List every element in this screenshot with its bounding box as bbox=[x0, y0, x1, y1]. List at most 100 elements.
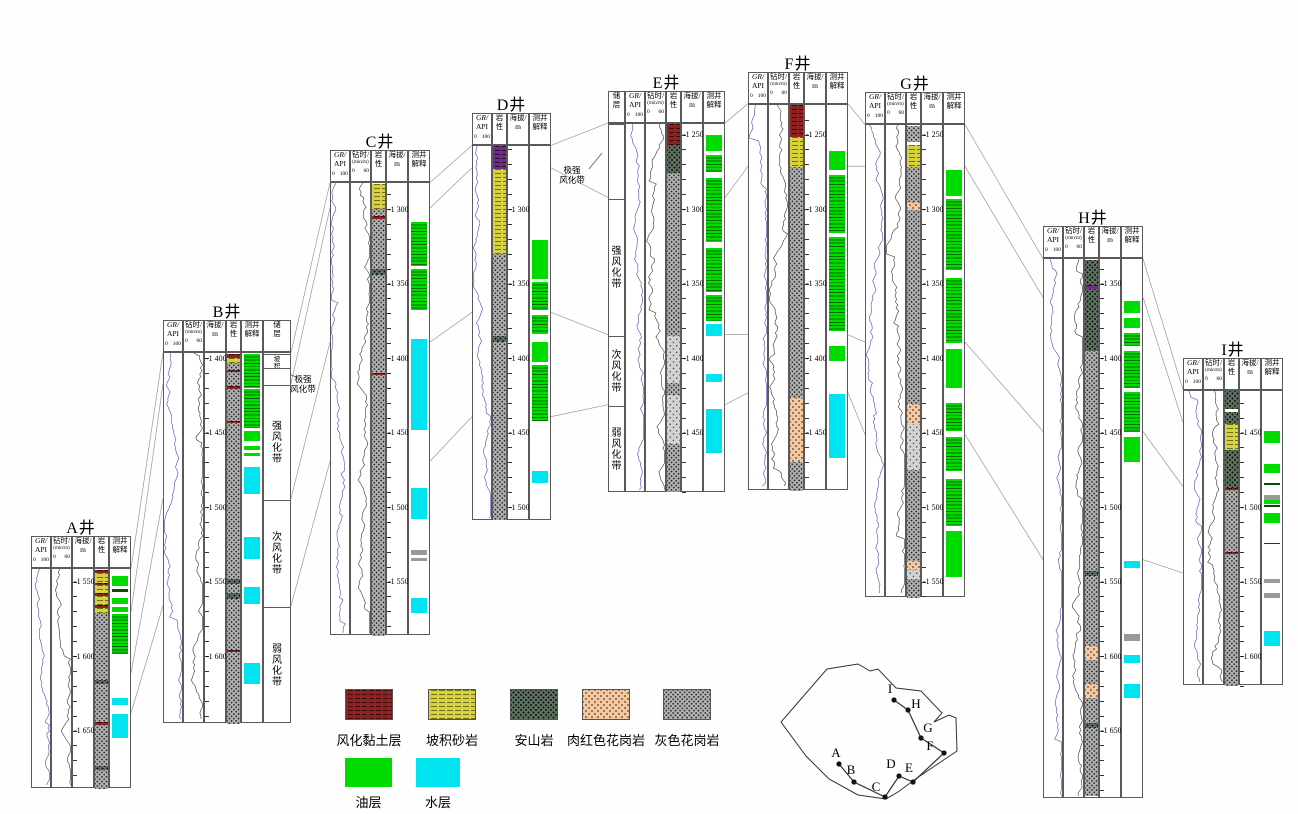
elevation-tick bbox=[1100, 283, 1104, 285]
elevation-label: -1 300 bbox=[806, 204, 827, 214]
interpretation-block-o bbox=[1264, 463, 1280, 473]
elevation-tick bbox=[387, 611, 391, 613]
header-line2: API bbox=[1186, 366, 1200, 376]
column-header-elev: 海拔/m bbox=[386, 150, 408, 182]
elevation-tick bbox=[387, 253, 391, 255]
header-line1: 钻时/ bbox=[52, 536, 71, 545]
header-line2: 解释 bbox=[411, 158, 427, 168]
interpretation-block-wt bbox=[411, 338, 427, 430]
lithology-interval-g bbox=[907, 125, 920, 142]
elevation-label: -1 300 bbox=[683, 204, 704, 214]
scale-max: 60 bbox=[1216, 376, 1223, 382]
elevation-tick bbox=[205, 626, 209, 628]
map-well-dot-I bbox=[891, 697, 897, 703]
track-column-elev-I: -1 450 -1 500 -1 550 -1 600 bbox=[1239, 390, 1262, 687]
elevation-tick bbox=[73, 730, 77, 732]
elevation-tick bbox=[205, 507, 209, 508]
lithology-interval-c bbox=[667, 124, 680, 145]
elevation-tick bbox=[387, 447, 391, 449]
elevation-tick bbox=[387, 507, 391, 508]
elevation-tick bbox=[387, 566, 391, 568]
header-line2: API bbox=[868, 100, 882, 110]
legend-swatch-g bbox=[663, 689, 711, 720]
column-header-interp: 测井 解释 bbox=[826, 72, 848, 104]
column-header-lith: 岩性 bbox=[666, 91, 681, 123]
elevation-tick bbox=[1100, 715, 1104, 717]
elevation-tick bbox=[205, 521, 209, 523]
interpretation-block-os bbox=[946, 198, 962, 271]
elevation-tick bbox=[73, 700, 77, 702]
elevation-tick bbox=[387, 209, 391, 210]
elevation-tick bbox=[922, 268, 926, 270]
elevation-tick bbox=[682, 283, 686, 285]
elevation-label: -1 350 bbox=[388, 279, 409, 288]
column-header-dt: 钻时/(min/m) 0 60 bbox=[645, 91, 666, 123]
scale-min: 0 bbox=[647, 109, 650, 115]
elevation-label: -1 400 bbox=[683, 353, 704, 363]
elevation-tick bbox=[387, 477, 391, 479]
scale-min: 0 bbox=[770, 90, 773, 96]
elevation-tick bbox=[387, 387, 391, 389]
elevation-tick bbox=[73, 581, 77, 583]
header-line2: 解释 bbox=[706, 99, 722, 109]
well-title-G: G井 bbox=[900, 76, 930, 93]
lithology-interval-s bbox=[95, 573, 108, 583]
column-header-zone: 储层 bbox=[263, 320, 291, 352]
track-column-interp-B bbox=[241, 352, 263, 723]
lithology-interval-g bbox=[372, 375, 385, 636]
header-line1: 测井 bbox=[411, 150, 427, 159]
elevation-tick bbox=[1100, 477, 1104, 479]
elevation-label: -1 550 bbox=[923, 577, 944, 586]
lithology-interval-c bbox=[95, 605, 108, 608]
scale-max: 60 bbox=[64, 554, 71, 560]
lithology-interval-s bbox=[95, 595, 108, 606]
elevation-tick bbox=[682, 149, 686, 151]
elevation-label: -1 400 bbox=[923, 353, 944, 363]
header-line2: (min/m) bbox=[185, 329, 202, 335]
correlation-line bbox=[1142, 431, 1184, 487]
elevation-tick bbox=[1100, 790, 1104, 792]
elevation-tick bbox=[1100, 685, 1104, 687]
elevation-tick bbox=[922, 387, 926, 389]
lithology-interval-g bbox=[907, 210, 920, 405]
elevation-tick bbox=[1240, 477, 1244, 479]
lithology-interval-c bbox=[1225, 487, 1238, 490]
correlation-line bbox=[290, 461, 331, 606]
interpretation-block-wt bbox=[829, 393, 845, 458]
column-header-interp: 测井 解释 bbox=[241, 320, 263, 352]
correlation-line bbox=[847, 392, 866, 435]
elevation-label: -1 350 bbox=[1101, 279, 1122, 288]
elevation-tick bbox=[1240, 551, 1244, 553]
reservoir-zone-cell: 坡积砂 bbox=[264, 353, 290, 368]
header-line1: GR/ bbox=[628, 91, 642, 100]
header-line1: 测井 bbox=[829, 72, 845, 81]
elevation-tick bbox=[205, 566, 209, 568]
lithology-interval-g bbox=[667, 383, 680, 396]
elevation-tick bbox=[387, 402, 391, 404]
interpretation-block-wt bbox=[244, 587, 260, 604]
elevation-tick bbox=[805, 238, 809, 240]
interpretation-block-dk bbox=[1264, 483, 1280, 485]
reservoir-zone-cell bbox=[264, 368, 290, 384]
zone-label: 弱风化带 bbox=[272, 644, 282, 689]
elevation-tick bbox=[805, 372, 809, 374]
column-header-elev: 海拔/m bbox=[204, 320, 226, 352]
lithology-interval-gl bbox=[667, 335, 680, 384]
elevation-tick bbox=[922, 417, 926, 419]
elevation-tick bbox=[205, 685, 209, 687]
well-title-H: H井 bbox=[1078, 210, 1108, 227]
column-header-lith: 岩性 bbox=[789, 72, 804, 104]
elevation-tick bbox=[387, 536, 391, 538]
elevation-tick bbox=[1100, 641, 1104, 643]
elevation-label: -1 300 bbox=[923, 204, 944, 214]
correlation-line bbox=[130, 605, 164, 714]
lithology-interval-s bbox=[95, 585, 108, 594]
well-title-B: B井 bbox=[212, 304, 242, 321]
correlation-line bbox=[290, 182, 331, 353]
elevation-tick bbox=[1240, 417, 1244, 419]
elevation-tick bbox=[73, 775, 77, 777]
map-well-label-B: B bbox=[847, 762, 856, 777]
lithology-interval-c bbox=[790, 105, 803, 138]
elevation-tick bbox=[805, 432, 809, 434]
lithology-interval-g bbox=[1225, 553, 1238, 686]
